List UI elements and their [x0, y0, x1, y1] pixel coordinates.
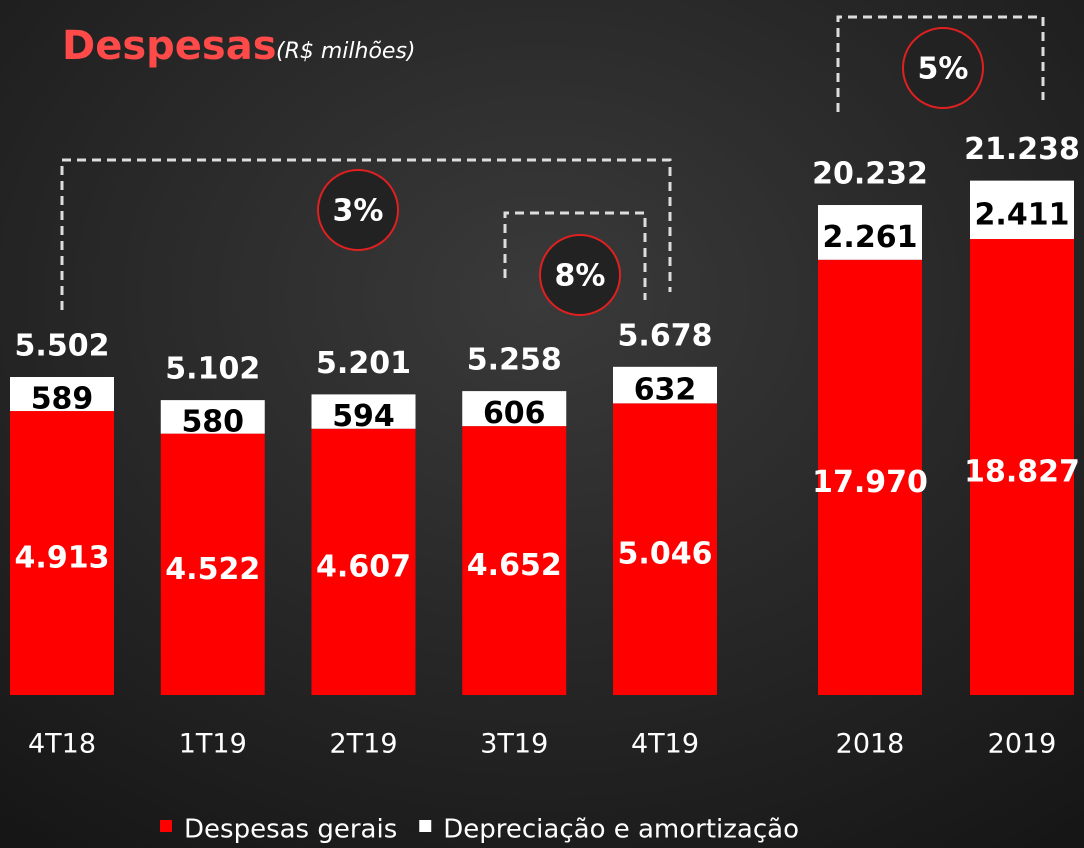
annotation-label: 3% [333, 194, 384, 229]
value-label: 4.522 [165, 552, 260, 587]
bar-segment [462, 391, 567, 427]
bar-segment [10, 377, 114, 412]
x-tick-label: 1T19 [179, 729, 247, 760]
total-label: 5.678 [618, 318, 713, 353]
annotation-label: 8% [555, 259, 606, 294]
bar-segment [613, 366, 717, 404]
x-tick-label: 4T19 [631, 729, 699, 760]
total-label: 20.232 [812, 157, 928, 192]
bar-segment [10, 411, 114, 695]
bar-segment [160, 400, 265, 434]
total-label: 5.502 [15, 329, 110, 364]
x-tick-label: 4T18 [28, 729, 96, 760]
bar-segment [818, 259, 922, 695]
x-tick-label: 2018 [836, 729, 905, 760]
bracket [503, 211, 647, 300]
annotation-circle [539, 234, 621, 316]
bar-segment [311, 428, 416, 695]
bar-segment [613, 403, 717, 695]
value-label: 594 [332, 399, 395, 434]
value-label: 606 [483, 396, 546, 431]
x-tick-label: 2019 [988, 729, 1057, 760]
annotation-circle [902, 27, 984, 109]
x-tick-label: 3T19 [480, 729, 548, 760]
x-tick-label: 2T19 [329, 729, 397, 760]
total-label: 5.102 [165, 352, 260, 387]
bracket [60, 158, 672, 310]
value-label: 2.261 [823, 220, 918, 255]
bar-segment [970, 239, 1074, 695]
total-label: 21.238 [964, 132, 1080, 167]
bar-segment [462, 426, 567, 695]
legend-swatch [419, 820, 432, 832]
value-label: 4.652 [467, 548, 562, 583]
value-label: 4.607 [316, 549, 411, 584]
value-label: 632 [634, 373, 697, 408]
value-label: 2.411 [975, 197, 1070, 232]
legend-label: Depreciação e amortização [443, 815, 799, 845]
bar-segment [970, 180, 1074, 240]
value-label: 18.827 [964, 455, 1080, 490]
value-label: 5.046 [618, 537, 713, 572]
value-label: 4.913 [15, 541, 110, 576]
legend-label: Despesas gerais [184, 815, 397, 845]
value-label: 17.970 [812, 465, 928, 500]
bar-segment [311, 394, 416, 429]
chart-subtitle: (R$ milhões) [276, 39, 416, 64]
total-label: 5.201 [316, 346, 411, 381]
bar-segment [160, 433, 265, 695]
chart-title: Despesas [62, 23, 277, 69]
total-label: 5.258 [467, 343, 562, 378]
bar-segment [818, 205, 922, 260]
annotation-label: 5% [918, 52, 969, 87]
annotation-circle [317, 169, 399, 251]
legend-swatch [160, 820, 172, 832]
bracket [836, 15, 1045, 112]
value-label: 580 [181, 404, 244, 439]
value-label: 589 [31, 382, 94, 417]
